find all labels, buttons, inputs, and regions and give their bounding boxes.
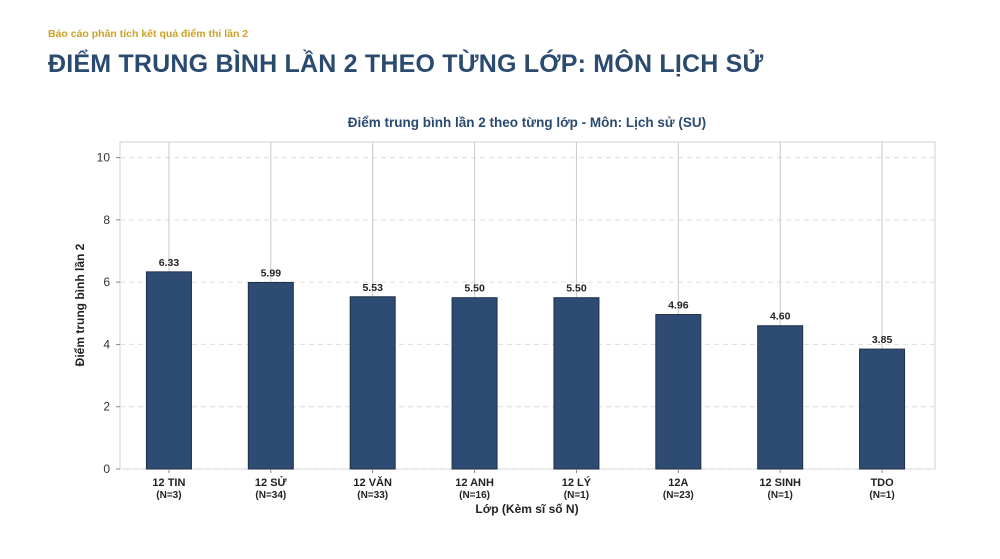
x-tick-label: 12 SINH <box>759 477 801 489</box>
bar <box>553 297 600 470</box>
y-tick-label: 8 <box>103 213 110 227</box>
bar <box>349 296 396 470</box>
y-tick-label: 6 <box>103 275 110 289</box>
data-label: 6.33 <box>159 257 180 269</box>
x-tick-sublabel: (N=1) <box>564 490 589 501</box>
x-tick-sublabel: (N=34) <box>255 490 286 501</box>
y-axis-label: Điểm trung bình lần 2 <box>73 243 87 366</box>
page-title: ĐIỂM TRUNG BÌNH LẦN 2 THEO TỪNG LỚP: MÔN… <box>48 50 764 78</box>
x-axis-ticks: 12 TIN(N=3) 12 SỬ(N=34) 12 VĂN(N=33) 12 ANH… <box>152 469 895 501</box>
data-label: 4.60 <box>770 311 791 323</box>
plot-frame <box>119 141 936 470</box>
x-tick-label: 12A <box>668 477 688 489</box>
value-labels: 6.33 5.99 5.53 5.50 5.50 4.96 4.60 3.85 <box>159 257 893 346</box>
bar <box>859 348 906 470</box>
x-tick-label: 12 VĂN <box>353 476 392 489</box>
report-label: Báo cáo phân tích kết quả điểm thi lần 2 <box>48 28 249 40</box>
x-tick-sublabel: (N=1) <box>768 490 793 501</box>
y-tick-label: 0 <box>103 462 110 476</box>
bar <box>757 325 804 470</box>
x-tick-label: 12 LÝ <box>562 476 592 489</box>
x-tick-sublabel: (N=16) <box>459 490 490 501</box>
bar <box>451 297 498 470</box>
data-label: 5.50 <box>464 283 485 295</box>
y-axis-ticks: 0 2 4 6 8 10 <box>97 151 120 476</box>
y-tick-label: 4 <box>103 337 110 351</box>
bar <box>247 281 294 470</box>
x-tick-label: 12 TIN <box>152 477 185 489</box>
gridlines <box>120 142 935 470</box>
y-tick-label: 2 <box>103 400 110 414</box>
x-axis-label: Lớp (Kèm sĩ số N) <box>475 502 578 516</box>
data-label: 5.53 <box>362 282 383 294</box>
data-label: 5.99 <box>261 267 282 279</box>
y-tick-label: 10 <box>97 151 111 165</box>
x-tick-label: 12 ANH <box>455 477 494 489</box>
x-tick-sublabel: (N=3) <box>156 490 181 501</box>
x-tick-sublabel: (N=33) <box>357 490 388 501</box>
bars <box>145 271 906 470</box>
chart-title: Điểm trung bình lần 2 theo từng lớp - Mô… <box>348 115 706 130</box>
x-tick-sublabel: (N=1) <box>869 490 894 501</box>
bar <box>655 314 702 470</box>
x-tick-label: TDO <box>870 477 894 489</box>
x-tick-sublabel: (N=23) <box>663 490 694 501</box>
data-label: 4.96 <box>668 300 689 312</box>
data-label: 3.85 <box>872 334 893 346</box>
x-tick-label: 12 SỬ <box>255 476 288 489</box>
data-label: 5.50 <box>566 283 587 295</box>
bar <box>145 271 192 470</box>
